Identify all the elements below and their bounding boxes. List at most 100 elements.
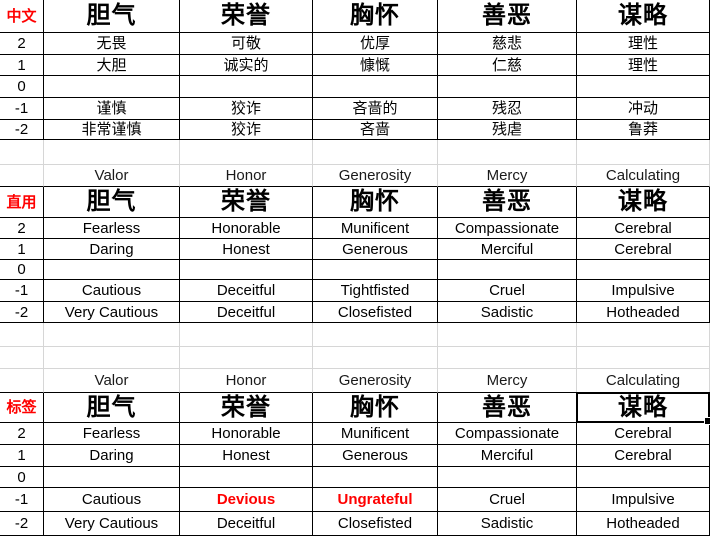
- cell[interactable]: [44, 76, 180, 98]
- cell[interactable]: 残忍: [438, 98, 577, 120]
- empty-cell[interactable]: [313, 140, 438, 165]
- cell[interactable]: Hotheaded: [577, 512, 710, 536]
- cell[interactable]: Cerebral: [577, 218, 710, 239]
- cell[interactable]: [438, 76, 577, 98]
- column-header[interactable]: 荣誉: [180, 393, 313, 423]
- column-header[interactable]: 谋略: [577, 187, 710, 218]
- column-tag-cell[interactable]: Valor: [44, 165, 180, 187]
- empty-cell[interactable]: [0, 347, 44, 369]
- cell[interactable]: Hotheaded: [577, 302, 710, 323]
- empty-cell[interactable]: [0, 140, 44, 165]
- column-tag-cell[interactable]: Calculating: [577, 369, 710, 393]
- level-cell[interactable]: 2: [0, 423, 44, 445]
- level-cell[interactable]: -2: [0, 302, 44, 323]
- column-header[interactable]: 荣誉: [180, 0, 313, 33]
- cell[interactable]: [180, 260, 313, 280]
- column-header[interactable]: 胸怀: [313, 393, 438, 423]
- cell[interactable]: Deceitful: [180, 512, 313, 536]
- cell[interactable]: Daring: [44, 445, 180, 467]
- cell[interactable]: Cautious: [44, 280, 180, 302]
- cell[interactable]: 诚实的: [180, 55, 313, 76]
- section-label[interactable]: 中文: [0, 0, 44, 33]
- cell[interactable]: Honorable: [180, 423, 313, 445]
- cell[interactable]: Devious: [180, 488, 313, 512]
- cell[interactable]: 理性: [577, 55, 710, 76]
- cell[interactable]: Deceitful: [180, 280, 313, 302]
- cell[interactable]: 仁慈: [438, 55, 577, 76]
- level-cell[interactable]: -1: [0, 280, 44, 302]
- cell[interactable]: [438, 260, 577, 280]
- cell[interactable]: Munificent: [313, 423, 438, 445]
- empty-cell[interactable]: [180, 140, 313, 165]
- column-header[interactable]: 善恶: [438, 393, 577, 423]
- cell[interactable]: 冲动: [577, 98, 710, 120]
- cell[interactable]: [180, 76, 313, 98]
- column-header[interactable]: 胸怀: [313, 0, 438, 33]
- cell[interactable]: 慈悲: [438, 33, 577, 55]
- cell[interactable]: 残虐: [438, 120, 577, 140]
- cell[interactable]: 非常谨慎: [44, 120, 180, 140]
- cell[interactable]: Very Cautious: [44, 512, 180, 536]
- level-cell[interactable]: 2: [0, 33, 44, 55]
- cell[interactable]: Munificent: [313, 218, 438, 239]
- cell[interactable]: Cruel: [438, 488, 577, 512]
- level-cell[interactable]: 1: [0, 239, 44, 260]
- cell[interactable]: 慷慨: [313, 55, 438, 76]
- cell[interactable]: Cautious: [44, 488, 180, 512]
- empty-cell[interactable]: [313, 323, 438, 347]
- cell[interactable]: [44, 467, 180, 488]
- empty-cell[interactable]: [577, 140, 710, 165]
- cell[interactable]: 可敬: [180, 33, 313, 55]
- cell[interactable]: Fearless: [44, 218, 180, 239]
- level-cell[interactable]: 1: [0, 55, 44, 76]
- empty-cell[interactable]: [438, 323, 577, 347]
- level-cell[interactable]: 1: [0, 445, 44, 467]
- cell[interactable]: [438, 467, 577, 488]
- level-cell[interactable]: -2: [0, 512, 44, 536]
- level-cell[interactable]: 0: [0, 260, 44, 280]
- level-cell[interactable]: -1: [0, 98, 44, 120]
- cell[interactable]: Sadistic: [438, 302, 577, 323]
- empty-cell[interactable]: [0, 323, 44, 347]
- cell[interactable]: [313, 467, 438, 488]
- cell[interactable]: Ungrateful: [313, 488, 438, 512]
- cell[interactable]: Honest: [180, 445, 313, 467]
- cell[interactable]: Cruel: [438, 280, 577, 302]
- empty-cell[interactable]: [180, 347, 313, 369]
- empty-cell[interactable]: [577, 347, 710, 369]
- column-tag-cell[interactable]: Mercy: [438, 165, 577, 187]
- cell[interactable]: Honest: [180, 239, 313, 260]
- cell[interactable]: Very Cautious: [44, 302, 180, 323]
- empty-cell[interactable]: [0, 369, 44, 393]
- cell[interactable]: Cerebral: [577, 445, 710, 467]
- cell[interactable]: [313, 76, 438, 98]
- empty-cell[interactable]: [44, 347, 180, 369]
- column-header[interactable]: 胆气: [44, 187, 180, 218]
- cell[interactable]: Impulsive: [577, 280, 710, 302]
- column-tag-cell[interactable]: Mercy: [438, 369, 577, 393]
- empty-cell[interactable]: [180, 323, 313, 347]
- empty-cell[interactable]: [44, 140, 180, 165]
- cell[interactable]: [180, 467, 313, 488]
- column-tag-cell[interactable]: Generosity: [313, 369, 438, 393]
- empty-cell[interactable]: [0, 165, 44, 187]
- cell[interactable]: 吝啬: [313, 120, 438, 140]
- cell[interactable]: Closefisted: [313, 512, 438, 536]
- cell[interactable]: Tightfisted: [313, 280, 438, 302]
- cell[interactable]: Merciful: [438, 445, 577, 467]
- cell[interactable]: Merciful: [438, 239, 577, 260]
- empty-cell[interactable]: [577, 323, 710, 347]
- empty-cell[interactable]: [438, 347, 577, 369]
- cell[interactable]: 无畏: [44, 33, 180, 55]
- level-cell[interactable]: 0: [0, 76, 44, 98]
- section-label[interactable]: 直用: [0, 187, 44, 218]
- cell[interactable]: Closefisted: [313, 302, 438, 323]
- cell[interactable]: Compassionate: [438, 218, 577, 239]
- cell[interactable]: [44, 260, 180, 280]
- cell[interactable]: 狡诈: [180, 98, 313, 120]
- cell[interactable]: Generous: [313, 445, 438, 467]
- cell[interactable]: Cerebral: [577, 423, 710, 445]
- cell[interactable]: Generous: [313, 239, 438, 260]
- cell[interactable]: [577, 467, 710, 488]
- cell[interactable]: [577, 260, 710, 280]
